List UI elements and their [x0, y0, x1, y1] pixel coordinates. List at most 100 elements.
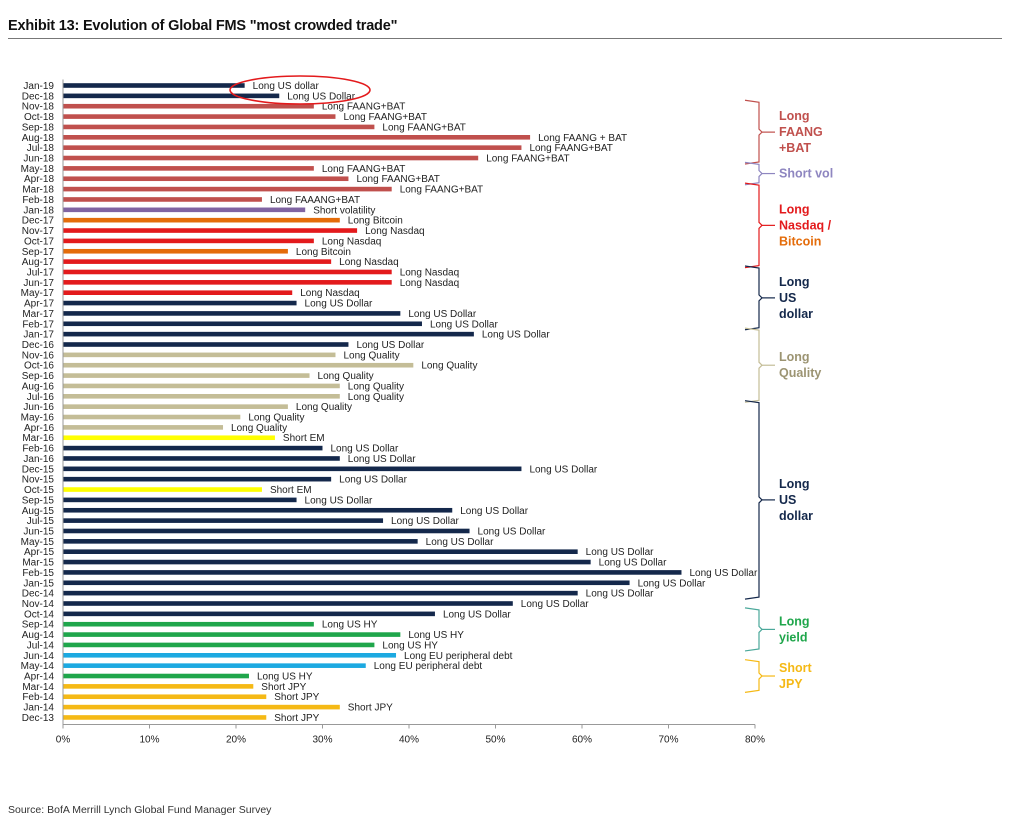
group-label: Long: [779, 109, 810, 123]
bar-data-label: Long Nasdaq: [400, 267, 460, 278]
bar-data-label: Long FAANG+BAT: [356, 174, 439, 185]
bar-faang: [63, 176, 349, 182]
y-tick-label: Jan-16: [23, 454, 54, 465]
bar-data-label: Long US Dollar: [443, 609, 511, 620]
bar-data-label: Long Bitcoin: [296, 247, 351, 258]
highlight-ellipse: [229, 75, 371, 105]
bar-data-label: Long Bitcoin: [348, 216, 403, 227]
y-tick-label: Feb-16: [22, 444, 54, 455]
y-tick-label: Mar-17: [22, 309, 54, 320]
bar-data-label: Long Quality: [421, 361, 477, 372]
bar-usd: [63, 83, 245, 88]
bar-jpy: [63, 715, 267, 720]
bar-data-label: Long US Dollar: [638, 578, 706, 589]
group-bracket: [744, 659, 763, 693]
bar-data-label: Long US Dollar: [521, 599, 589, 610]
bar-quality: [63, 383, 340, 389]
bar-data-label: Long US dollar: [253, 81, 320, 92]
y-tick-label: Oct-15: [24, 485, 54, 496]
x-tick-label: 30%: [312, 734, 332, 745]
bar-data-label: Long Nasdaq: [300, 288, 360, 299]
x-tick-label: 60%: [572, 734, 592, 745]
bar-hy: [63, 673, 249, 679]
y-tick-label: May-15: [21, 537, 55, 548]
group-bracket: [744, 327, 763, 403]
y-tick-label: Dec-14: [22, 589, 55, 600]
bar-quality: [63, 414, 241, 420]
bar-shortem: [63, 487, 262, 492]
bar-usd: [63, 311, 401, 316]
bar-quality: [63, 373, 310, 378]
y-tick-label: Aug-18: [22, 133, 55, 144]
group-label: Long: [779, 614, 810, 628]
group-label: dollar: [779, 307, 813, 321]
group-label: +BAT: [779, 141, 811, 155]
y-tick-label: Jun-14: [23, 651, 54, 662]
bar-usd: [63, 549, 578, 554]
bar-quality: [63, 404, 288, 409]
bar-data-label: Long FAANG + BAT: [538, 133, 627, 144]
bar-usd: [63, 93, 280, 99]
y-tick-label: Jan-19: [23, 81, 54, 92]
bar-bitcoin: [63, 217, 340, 223]
y-tick-label: Sep-17: [22, 247, 55, 258]
bar-usd: [63, 528, 470, 534]
bar-faang: [63, 103, 314, 109]
y-tick-label: Mar-15: [22, 558, 54, 569]
bar-usd: [63, 321, 422, 327]
bar-data-label: Long US Dollar: [356, 340, 424, 351]
bar-shortvol: [63, 207, 306, 213]
bar-hy: [63, 621, 314, 627]
bar-data-label: Long US HY: [322, 620, 378, 631]
bar-usd: [63, 445, 323, 451]
y-tick-label: Sep-14: [22, 620, 55, 631]
y-tick-label: Dec-13: [22, 713, 55, 724]
annotations-layer: Long FAANG +BAT Short vol Long Nasdaq / Bitcoi…: [229, 75, 833, 693]
bar-data-label: Long US Dollar: [586, 547, 654, 558]
group-label: Long: [779, 202, 810, 216]
bar-shortem: [63, 435, 275, 441]
bar-quality: [63, 352, 336, 358]
bar-data-label: Long US HY: [408, 630, 464, 641]
y-tick-label: Oct-17: [24, 236, 54, 247]
y-tick-label: Jan-18: [23, 205, 54, 216]
y-tick-label: Feb-17: [22, 319, 54, 330]
y-tick-label: Jun-15: [23, 526, 54, 537]
y-tick-label: Feb-15: [22, 568, 54, 579]
y-tick-label: Nov-17: [22, 226, 55, 237]
bar-jpy: [63, 694, 267, 700]
bar-data-label: Long US Dollar: [391, 516, 459, 527]
bar-faang: [63, 135, 531, 140]
y-tick-label: May-18: [21, 164, 55, 175]
axis-layer: Jan-19Dec-18Nov-18Oct-18Sep-18Aug-18Jul-…: [21, 79, 765, 745]
y-tick-label: Aug-14: [22, 630, 55, 641]
bar-usd: [63, 497, 297, 503]
y-tick-label: Feb-18: [22, 195, 54, 206]
bar-usd: [63, 456, 340, 461]
bar-usd: [63, 570, 682, 575]
bar-data-label: Long US Dollar: [426, 537, 494, 548]
x-tick-label: 80%: [745, 734, 765, 745]
y-tick-label: Mar-18: [22, 185, 54, 196]
y-tick-label: Dec-15: [22, 464, 55, 475]
bar-data-label: Short volatility: [313, 205, 375, 216]
bar-data-label: Long US Dollar: [599, 558, 667, 569]
bar-usd: [63, 342, 349, 347]
bar-data-label: Long FAANG+BAT: [382, 122, 465, 133]
y-tick-label: Feb-14: [22, 692, 54, 703]
bar-faang: [63, 197, 262, 202]
bar-data-label: Long US Dollar: [529, 464, 597, 475]
x-tick-label: 40%: [399, 734, 419, 745]
bar-data-label: Long FAANG+BAT: [343, 112, 426, 123]
bar-data-label: Long US Dollar: [478, 526, 546, 537]
bar-nasdaq: [63, 238, 314, 244]
bar-nasdaq: [63, 269, 392, 275]
y-tick-label: Jun-16: [23, 402, 54, 413]
group-bracket: [744, 607, 763, 652]
y-tick-label: Nov-16: [22, 350, 55, 361]
group-label: Long: [779, 477, 810, 491]
y-tick-label: Dec-16: [22, 340, 55, 351]
bar-usd: [63, 590, 578, 596]
source-note: Source: BofA Merrill Lynch Global Fund M…: [8, 804, 272, 816]
bar-faang: [63, 124, 375, 130]
